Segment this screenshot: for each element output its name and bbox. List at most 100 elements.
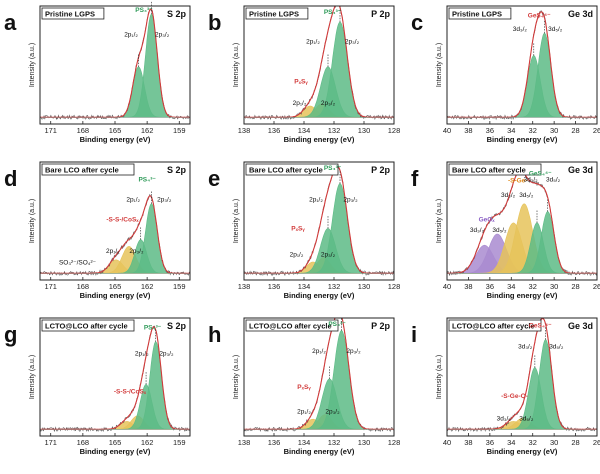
x-axis-label: Binding energy (eV) xyxy=(487,447,558,456)
panel-letter-b: b xyxy=(208,10,221,35)
plot-frame xyxy=(446,317,598,437)
panel-title: Pristine LGPS xyxy=(245,7,309,20)
peak-green-2 xyxy=(244,378,394,430)
peak-annotation: 3d₅/₂ xyxy=(519,192,534,199)
x-tick-label: 34 xyxy=(507,282,515,291)
x-tick-label: 28 xyxy=(571,126,579,135)
x-tick-label: 30 xyxy=(550,126,558,135)
peak-annotation: 2p₁/₂ xyxy=(290,251,304,258)
fit-envelope-line xyxy=(447,318,597,430)
panel-letter-g: g xyxy=(4,322,17,347)
peak-annotation: -S-S-/CoSₓ xyxy=(106,217,139,224)
peak-annotation: 3d₅/₂ xyxy=(546,176,561,183)
x-axis-label: Binding energy (eV) xyxy=(284,447,355,456)
x-axis-label: Binding energy (eV) xyxy=(487,135,558,144)
peak-annotation: 3d₃/₂ xyxy=(513,26,528,33)
x-tick-label: 128 xyxy=(388,126,401,135)
x-tick-label: 171 xyxy=(44,438,57,447)
plot-frame xyxy=(243,317,395,437)
panel-title-text: LCTO@LCO after cycle xyxy=(249,322,332,331)
title-box xyxy=(448,319,542,332)
panel-a: a Intensity (a.u.) Pristine LGPS S 2p 171 168… xyxy=(4,0,191,144)
x-axis-label: Binding energy (eV) xyxy=(284,291,355,300)
x-tick-label: 38 xyxy=(464,126,472,135)
core-level-label: P 2p xyxy=(371,9,390,19)
peak-annotation: SO₃²⁻/SO₄²⁻ xyxy=(59,259,97,266)
panel-title-text: Pristine LGPS xyxy=(249,10,299,19)
x-tick-label: 168 xyxy=(77,126,90,135)
peak-annotation: 2p₃/₂ xyxy=(129,248,144,255)
x-tick-label: 128 xyxy=(388,282,401,291)
x-tick-label: 30 xyxy=(550,282,558,291)
peak-annotation: 2p₁/₂ xyxy=(309,197,323,204)
panel-letter-i: i xyxy=(411,322,417,347)
peak-annotation: GeS₄⁴⁻ xyxy=(529,171,552,178)
peak-annotation: PS₄³⁻ xyxy=(135,7,153,14)
panel-c: c Intensity (a.u.) Pristine LGPS Ge 3d 40 38 3… xyxy=(411,5,600,144)
peak-annotation: 2p₁/₂ xyxy=(124,32,138,39)
plot-frame xyxy=(446,5,598,125)
x-tick-label: 30 xyxy=(550,438,558,447)
peak-annotation: PₓSᵧ xyxy=(291,226,305,233)
x-axis-label: Binding energy (eV) xyxy=(80,135,151,144)
peak-annotation: 3d₃/₂ xyxy=(497,415,512,422)
x-tick-label: 134 xyxy=(298,126,311,135)
x-tick-label: 171 xyxy=(44,126,57,135)
peak-annotation: 2p₃/₂ xyxy=(321,251,336,258)
x-tick-label: 136 xyxy=(268,282,281,291)
core-level-label: S 2p xyxy=(167,9,187,19)
peak-annotation: 3d₃/₂ xyxy=(470,227,485,234)
y-axis-label: Intensity (a.u.) xyxy=(233,199,240,243)
peak-annotation: PₓSᵧ xyxy=(294,79,308,86)
x-tick-label: 132 xyxy=(328,126,341,135)
y-axis-label: Intensity (a.u.) xyxy=(436,43,443,87)
plot-area xyxy=(244,6,394,121)
peak-annotation: 3d₃/₂ xyxy=(523,176,538,183)
peak-annotation: PS₄³⁻ xyxy=(328,321,346,328)
x-tick-label: 136 xyxy=(268,126,281,135)
raw-spectrum-line xyxy=(447,318,597,433)
x-tick-label: 138 xyxy=(238,438,251,447)
plot-area xyxy=(40,325,190,433)
title-box xyxy=(448,163,542,176)
panel-h: h Intensity (a.u.) LCTO@LCO after cycle P 2… xyxy=(208,317,400,456)
x-tick-label: 26 xyxy=(593,282,600,291)
peak-annotation: PₓSᵧ xyxy=(297,384,311,391)
plot-frame xyxy=(446,161,598,281)
title-box xyxy=(41,163,135,176)
peak-annotation: 2p₁/₂ xyxy=(312,348,326,355)
peak-annotation: -S-S-/CoSₓ xyxy=(114,388,147,395)
peak-annotation: GeS₄⁴⁻ xyxy=(528,13,551,20)
x-tick-label: 38 xyxy=(464,438,472,447)
y-axis-label: Intensity (a.u.) xyxy=(233,43,240,87)
panel-i: i Intensity (a.u.) LCTO@LCO after cycle Ge … xyxy=(411,317,600,456)
panel-title-text: Pristine LGPS xyxy=(45,10,95,19)
title-box xyxy=(245,163,339,176)
raw-spectrum-line xyxy=(40,8,190,121)
panel-g: g Intensity (a.u.) LCTO@LCO after cycle S 2… xyxy=(4,317,191,456)
panel-title: Bare LCO after cycle xyxy=(448,163,542,176)
x-tick-label: 130 xyxy=(358,438,371,447)
panel-d: d Intensity (a.u.) Bare LCO after cycle S 2… xyxy=(4,161,191,300)
panel-b: b Intensity (a.u.) Pristine LGPS P 2p 138 136… xyxy=(208,5,401,144)
panel-title-text: Pristine LGPS xyxy=(452,10,502,19)
peak-annotation: 2p₁/₂ xyxy=(293,100,307,107)
panel-f: f Intensity (a.u.) Bare LCO after cycle Ge … xyxy=(411,161,600,300)
x-axis-label: Binding energy (eV) xyxy=(80,291,151,300)
title-box xyxy=(41,7,105,20)
x-tick-label: 38 xyxy=(464,282,472,291)
x-axis-label: Binding energy (eV) xyxy=(80,447,151,456)
x-tick-label: 165 xyxy=(109,126,122,135)
x-tick-label: 40 xyxy=(443,282,451,291)
peak-gold-3 xyxy=(447,203,597,274)
panel-title: LCTO@LCO after cycle xyxy=(245,319,339,332)
x-tick-label: 34 xyxy=(507,126,515,135)
peak-annotation: 2p₃/₂ xyxy=(321,100,336,107)
fit-envelope-line xyxy=(40,8,190,118)
plot-frame xyxy=(243,5,395,125)
peak-annotation: PS₄³⁻ xyxy=(324,165,342,172)
title-box xyxy=(245,7,309,20)
peak-annotation: 2p₃/₂ xyxy=(346,348,361,355)
x-tick-label: 168 xyxy=(77,282,90,291)
